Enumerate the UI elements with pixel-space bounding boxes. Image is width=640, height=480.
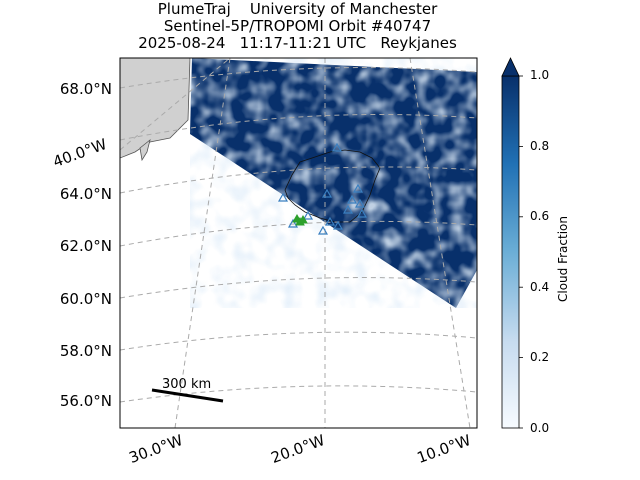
vent-markers	[292, 213, 308, 226]
greenland-land	[120, 58, 191, 159]
colorbar-tick-0: 0.0	[530, 421, 550, 435]
volcano-marker	[302, 210, 314, 220]
lat-label-60: 60.0°N	[59, 290, 112, 308]
map-frame	[119, 57, 478, 429]
scale-bar	[151, 388, 224, 403]
volcano-marker	[346, 194, 358, 204]
colorbar-tick-5: 1.0	[530, 68, 550, 82]
scale-bar-label: 300 km	[162, 377, 212, 392]
volcano-marker	[354, 198, 366, 208]
colorbar-tick-4: 0.8	[530, 139, 550, 153]
volcano-marker	[324, 216, 336, 226]
colorbar	[501, 57, 523, 429]
vent-marker	[298, 214, 308, 224]
colorbar-extend-arrow	[501, 57, 520, 77]
colorbar-tick-3: 0.6	[530, 209, 550, 223]
tropomi-swath	[190, 58, 477, 308]
lat-label-68: 68.0°N	[59, 80, 112, 98]
volcano-marker	[332, 220, 344, 230]
volcano-marker	[277, 192, 289, 202]
graticule	[120, 58, 477, 428]
volcano-marker	[356, 208, 368, 218]
title-line-2: Sentinel-5P/TROPOMI Orbit #40747	[163, 17, 432, 35]
colorbar-tick-1: 0.2	[530, 350, 550, 364]
volcano-marker	[352, 183, 364, 193]
title-line-3: 2025-08-24 11:17-11:21 UTC Reykjanes	[138, 34, 457, 52]
title-line-1: PlumeTraj University of Manchester	[157, 0, 438, 18]
iceland-outline	[284, 149, 381, 223]
lat-label-62: 62.0°N	[59, 237, 112, 255]
volcano-marker	[321, 188, 333, 198]
volcano-marker	[317, 225, 329, 235]
lat-label-56: 56.0°N	[59, 392, 112, 410]
colorbar-tick-2: 0.4	[530, 280, 550, 294]
volcano-marker	[287, 218, 299, 228]
lat-label-64: 64.0°N	[59, 185, 112, 203]
colorbar-label: Cloud Fraction	[556, 216, 570, 302]
volcano-markers	[277, 142, 368, 235]
lat-label-58: 58.0°N	[59, 342, 112, 360]
volcano-marker	[331, 142, 343, 152]
volcano-marker	[342, 204, 354, 214]
